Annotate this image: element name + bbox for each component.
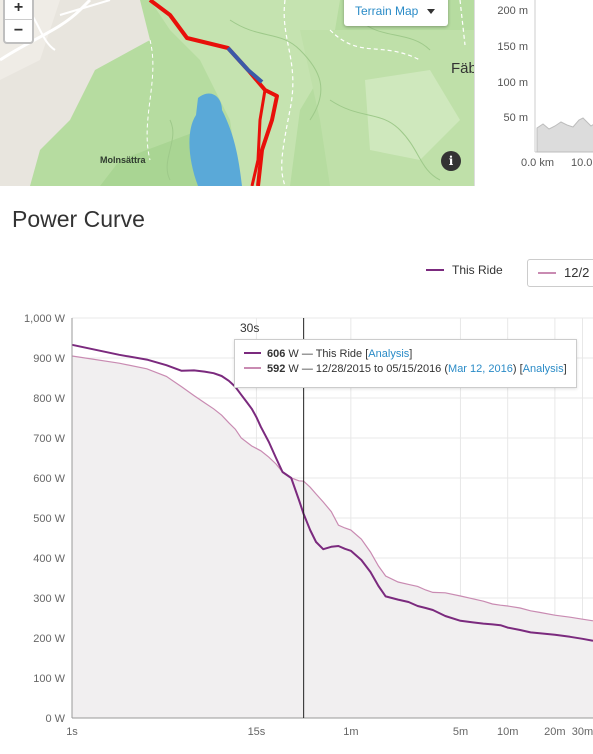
elevation-y-tick: 150 m: [497, 41, 528, 53]
x-tick-label: 10m: [497, 726, 518, 738]
x-tick-label: 30m: [572, 726, 593, 738]
elevation-chart: 200 m 150 m 100 m 50 m 0.0 km 10.0: [474, 0, 593, 186]
activity-date-link[interactable]: Mar 12, 2016: [448, 363, 513, 375]
legend-swatch-comparison: [538, 271, 556, 274]
elevation-y-tick: 200 m: [497, 5, 528, 17]
elevation-x-tick: 0.0 km: [521, 157, 555, 169]
y-tick-label: 200 W: [33, 633, 65, 645]
tooltip-swatch-comparison: [244, 367, 261, 370]
zoom-in-button[interactable]: +: [5, 0, 32, 20]
tooltip-text: ]: [409, 348, 413, 360]
y-tick-label: 400 W: [33, 553, 65, 565]
elevation-x-tick: 10.0: [571, 157, 593, 169]
terrain-map-dropdown[interactable]: Terrain Map: [344, 0, 448, 26]
caret-down-icon: [427, 9, 435, 14]
terrain-map-label: Terrain Map: [355, 4, 419, 18]
x-tick-label: 1s: [66, 726, 78, 738]
y-tick-label: 300 W: [33, 593, 65, 605]
y-tick-label: 0 W: [45, 713, 65, 725]
elevation-y-tick: 50 m: [503, 112, 528, 124]
elevation-plot: [534, 0, 593, 153]
tooltip-text: ]: [563, 363, 567, 375]
series-line-comparison: [71, 355, 593, 622]
tooltip-row-comparison: 592 W — 12/28/2015 to 05/15/2016 (Mar 12…: [244, 362, 576, 377]
x-tick-label: 1m: [343, 726, 358, 738]
x-tick-label: 15s: [248, 726, 266, 738]
legend-swatch-this-ride: [426, 268, 444, 271]
legend-label-this-ride: This Ride: [452, 263, 503, 277]
tooltip-text: W — 12/28/2015 to 05/15/2016 (: [285, 363, 449, 375]
x-tick-label: 20m: [544, 726, 565, 738]
y-tick-label: 800 W: [33, 393, 65, 405]
elevation-y-tick: 100 m: [497, 77, 528, 89]
y-tick-label: 900 W: [33, 353, 65, 365]
cursor-time-label: 30s: [240, 321, 260, 335]
route-map[interactable]: + − Terrain Map Molnsättra Fäb i: [0, 0, 474, 186]
legend-label-comparison: 12/2: [564, 265, 590, 280]
tooltip-text: ) [: [512, 363, 523, 375]
y-tick-label: 700 W: [33, 433, 65, 445]
section-title: Power Curve: [12, 206, 145, 232]
chart-tooltip: 606 W — This Ride [Analysis] 592 W — 12/…: [234, 339, 577, 388]
zoom-out-button[interactable]: −: [13, 22, 24, 39]
power-curve-chart[interactable]: 0 W 100 W 200 W 300 W 400 W 500 W 600 W 700 W 80…: [0, 300, 593, 754]
y-tick-label: 100 W: [33, 673, 65, 685]
map-place-label-partial: Fäb: [451, 60, 474, 77]
y-tick-label: 1,000 W: [24, 313, 66, 325]
series-line-this-ride: [71, 343, 593, 642]
tooltip-value-comparison: 592: [267, 363, 286, 375]
top-strip: + − Terrain Map Molnsättra Fäb i 200 m 1…: [0, 0, 593, 186]
series-area-comparison: [72, 356, 593, 718]
map-place-label: Molnsättra: [100, 155, 146, 165]
analysis-link[interactable]: Analysis: [368, 348, 410, 360]
tooltip-row-this-ride: 606 W — This Ride [Analysis]: [244, 347, 576, 362]
zoom-control: + −: [3, 0, 34, 44]
legend-item-this-ride[interactable]: This Ride: [426, 259, 526, 287]
map-terrain: [0, 0, 474, 186]
analysis-link[interactable]: Analysis: [522, 363, 564, 375]
tooltip-text: W — This Ride [: [285, 348, 369, 360]
tooltip-value-this-ride: 606: [267, 348, 286, 360]
power-curve-plot[interactable]: 0 W 100 W 200 W 300 W 400 W 500 W 600 W 700 W 80…: [0, 300, 593, 754]
info-icon[interactable]: i: [441, 151, 461, 171]
tooltip-swatch-this-ride: [244, 352, 261, 355]
legend-item-comparison[interactable]: 12/2: [527, 259, 593, 287]
y-tick-label: 600 W: [33, 473, 65, 485]
x-tick-label: 5m: [453, 726, 468, 738]
y-tick-label: 500 W: [33, 513, 65, 525]
